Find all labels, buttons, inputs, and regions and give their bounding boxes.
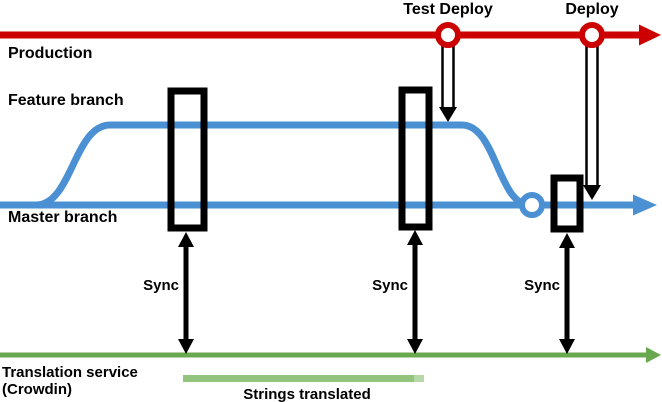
sync-gate-rect-2 <box>398 86 433 231</box>
feature-branch-line <box>35 121 531 209</box>
sync-arrow-down-icon <box>559 339 575 354</box>
test-deploy-arrow-shaft <box>441 44 455 111</box>
test-deploy-arrowhead-icon <box>439 107 457 122</box>
sync-label-2: Sync <box>372 277 408 294</box>
deploy-label: Deploy <box>565 1 619 18</box>
production-label: Production <box>8 45 93 62</box>
translation-arrowhead-icon <box>646 347 661 363</box>
sync-arrow-up-icon <box>559 233 575 248</box>
sync-arrow-3 <box>559 233 575 354</box>
merge-node <box>519 192 545 218</box>
sync-arrow-down-icon <box>178 339 194 354</box>
sync-arrow-down-icon <box>407 339 423 354</box>
feature-branch-label: Feature branch <box>8 92 124 109</box>
strings-translated-label: Strings translated <box>243 386 371 402</box>
test-deploy-node <box>435 22 461 48</box>
production-arrowhead-icon <box>639 24 661 46</box>
sync-gate-rect-1 <box>167 87 208 232</box>
translation-period-bar <box>183 375 414 382</box>
sync-label-3: Sync <box>524 277 560 294</box>
deploy-arrow <box>583 44 601 200</box>
deploy-arrowhead-icon <box>583 185 601 200</box>
sync-arrow-2 <box>407 230 423 354</box>
deploy-node <box>579 22 605 48</box>
translation-service-label: Translation service <box>2 364 138 381</box>
deploy-arrow-shaft <box>585 44 599 189</box>
test-deploy-arrow <box>439 44 457 122</box>
sync-arrow-1 <box>178 232 194 354</box>
test-deploy-label: Test Deploy <box>403 1 493 18</box>
sync-arrow-up-icon <box>407 230 423 245</box>
sync-gate-rect-3 <box>550 174 584 233</box>
translation-period-bar-cap <box>414 375 424 382</box>
crowdin-label: (Crowdin) <box>2 381 72 398</box>
sync-arrow-up-icon <box>178 232 194 247</box>
master-branch-label: Master branch <box>8 209 118 226</box>
sync-label-1: Sync <box>143 277 179 294</box>
master-arrowhead-icon <box>633 194 657 216</box>
